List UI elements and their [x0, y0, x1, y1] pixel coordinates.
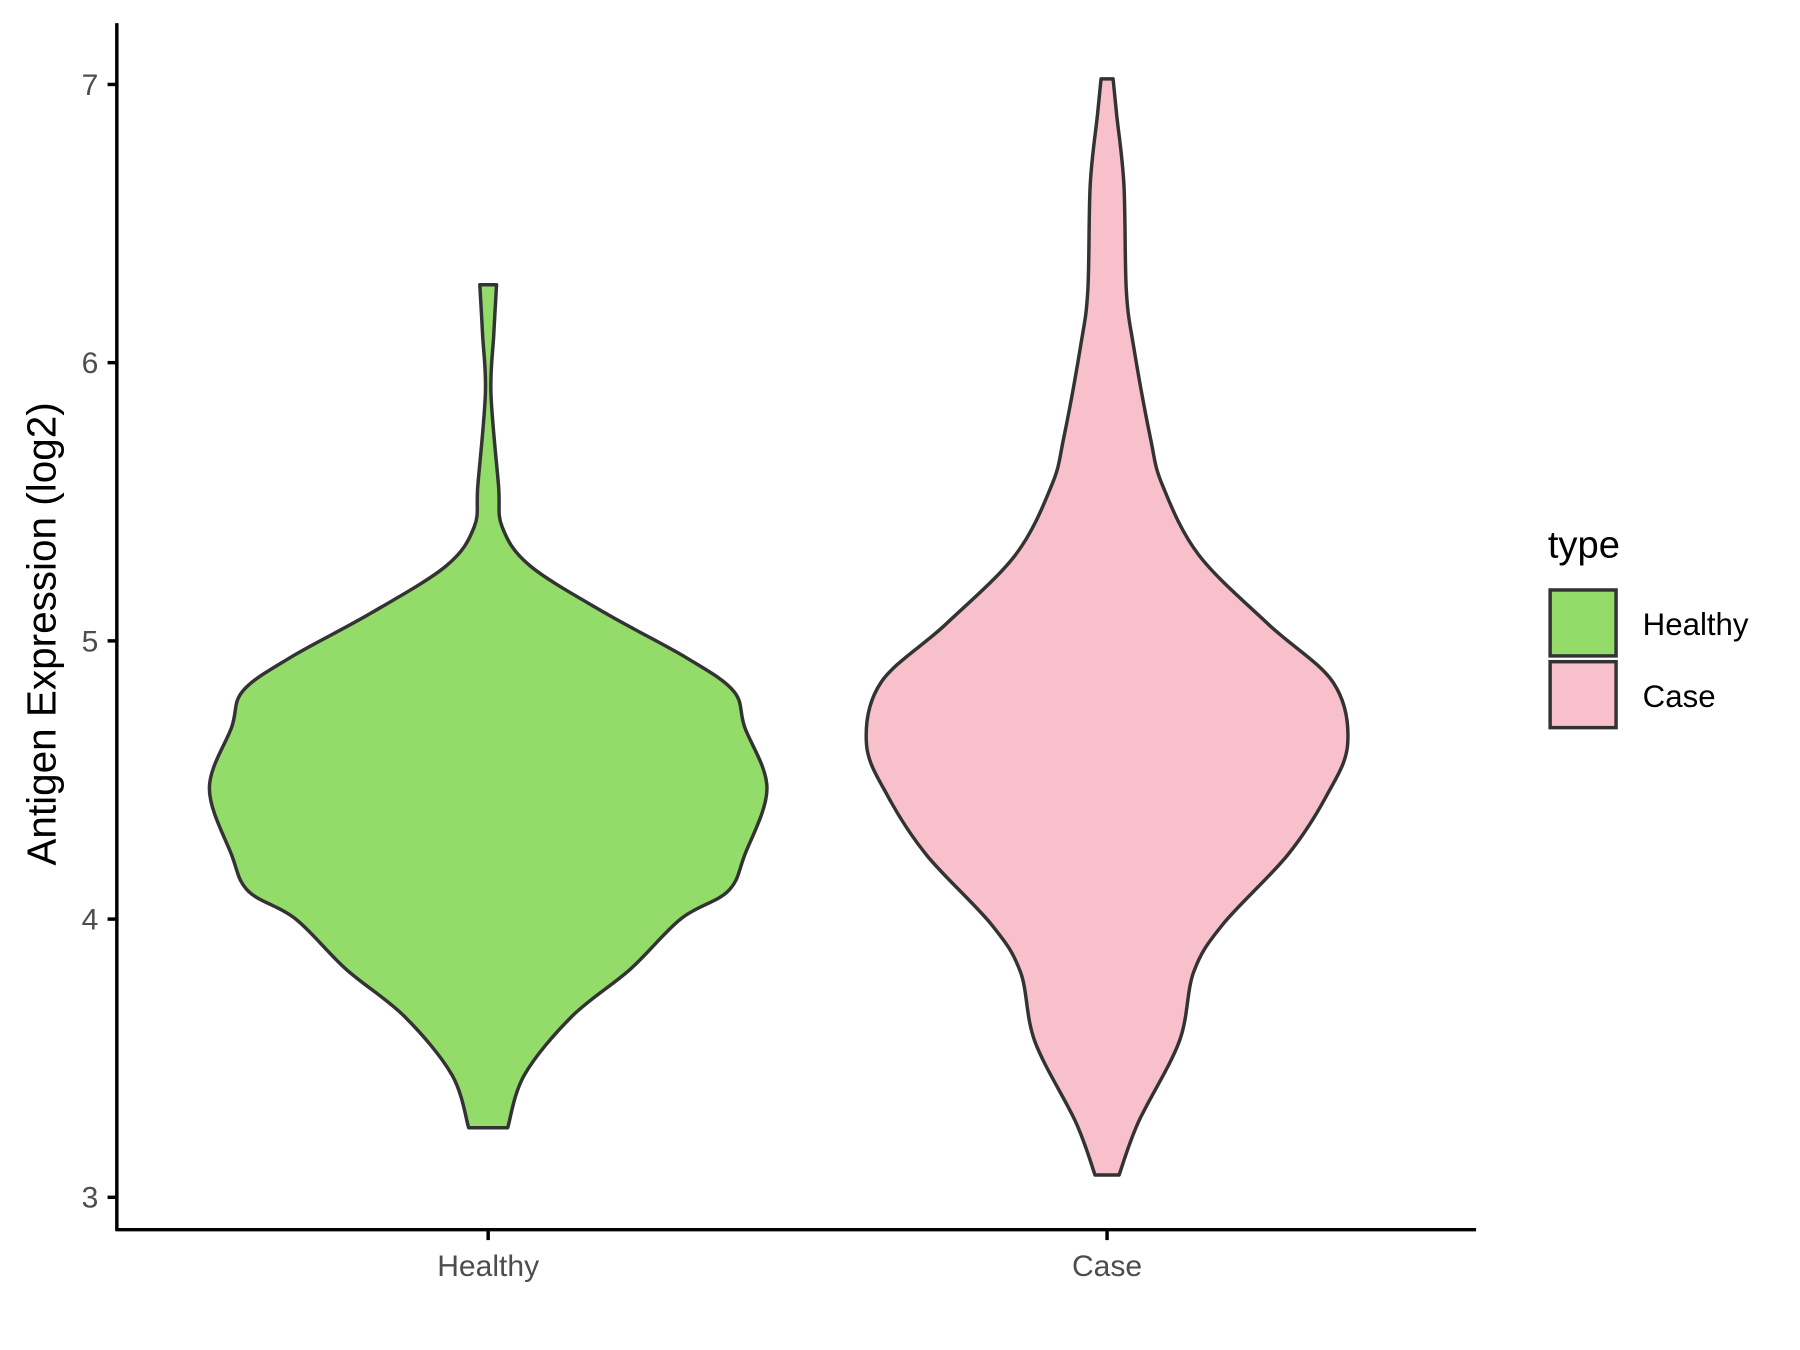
legend-key-healthy: [1548, 588, 1618, 658]
legend-label: Case: [1643, 679, 1716, 714]
violin-case: [864, 77, 1350, 1177]
legend-title: type: [1548, 524, 1620, 567]
y-tick-label: 7: [82, 69, 99, 102]
y-tick-label: 4: [82, 903, 99, 936]
y-tick-label: 6: [82, 347, 99, 380]
legend-key-case: [1548, 659, 1618, 730]
y-tick-label: 5: [82, 625, 99, 658]
violin-healthy: [207, 283, 769, 1130]
x-tick-label: Case: [1072, 1250, 1142, 1283]
legend-label: Healthy: [1643, 607, 1749, 642]
x-ticks: Healthy Case: [437, 1229, 1142, 1283]
y-axis-label: Antigen Expression (log2): [19, 402, 65, 865]
y-tick-label: 3: [82, 1182, 99, 1215]
legend: Healthy Case: [1548, 588, 1749, 730]
violins: [207, 77, 1350, 1177]
y-ticks: 3 4 5 6 7: [82, 69, 117, 1215]
x-tick-label: Healthy: [437, 1250, 539, 1283]
